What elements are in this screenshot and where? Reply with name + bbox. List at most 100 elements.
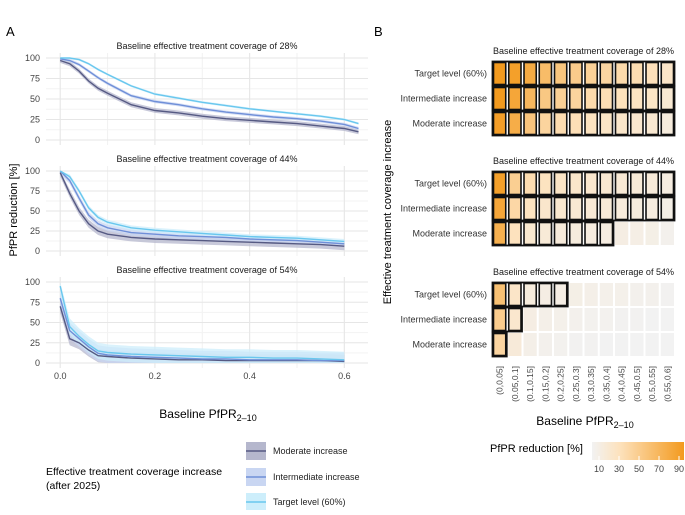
- heat-cell-outline: [492, 307, 507, 332]
- row-outline: [491, 170, 676, 197]
- y-tick-label: 0: [35, 358, 40, 368]
- heat-cell-outline: [568, 171, 583, 196]
- heat-cell-outline: [507, 196, 522, 221]
- column-label: (0.55,0.6]: [662, 366, 672, 402]
- heat-cell-outline: [614, 86, 629, 111]
- heat-cell: [645, 222, 659, 245]
- heat-cell-outline: [492, 171, 507, 196]
- heat-cell-outline: [568, 196, 583, 221]
- heat-cell-outline: [645, 86, 660, 111]
- row-label: Moderate increase: [412, 340, 487, 350]
- heat-cell-outline: [523, 111, 538, 136]
- heat-cell-outline: [538, 196, 553, 221]
- heat-cell: [584, 87, 598, 110]
- heat-cell-outline: [492, 196, 507, 221]
- heat-cell: [615, 308, 629, 331]
- heat-cell: [508, 197, 522, 220]
- column-label: (0.05,0.1]: [510, 366, 520, 402]
- series-line-intermediate: [60, 58, 359, 130]
- heat-cell: [630, 222, 644, 245]
- heat-cell-outline: [523, 86, 538, 111]
- heat-cell-outline: [629, 86, 644, 111]
- ci-band-intermediate: [60, 58, 359, 131]
- heat-cell: [523, 333, 537, 356]
- heat-cell: [493, 87, 507, 110]
- heat-cell: [554, 222, 568, 245]
- heat-cell-outline: [523, 61, 538, 86]
- y-tick-label: 100: [25, 53, 40, 63]
- heat-cell-outline: [492, 61, 507, 86]
- x-tick-label: 0.0: [54, 371, 67, 381]
- heat-cell: [599, 112, 613, 135]
- legend-label: Intermediate increase: [273, 472, 360, 482]
- heat-cell-outline: [599, 61, 614, 86]
- y-tick-label: 25: [30, 226, 40, 236]
- heat-cell-outline: [523, 221, 538, 246]
- heat-cell: [660, 333, 674, 356]
- heat-cell: [645, 283, 659, 306]
- heat-cell: [538, 112, 552, 135]
- row-label: Intermediate increase: [400, 204, 487, 214]
- facet-title: Baseline effective treatment coverage of…: [117, 41, 298, 51]
- row-outline: [491, 110, 676, 137]
- y-tick-label: 50: [30, 94, 40, 104]
- y-tick-label: 25: [30, 115, 40, 125]
- heat-cell-outline: [492, 221, 507, 246]
- ci-band-target: [60, 282, 345, 363]
- line-facet-2: Baseline effective treatment coverage of…: [25, 154, 368, 256]
- column-label: (0.4,0.45]: [617, 366, 627, 402]
- legend-title: Effective treatment coverage increase: [46, 466, 222, 478]
- series-line-moderate: [59, 172, 345, 247]
- heat-cell-outline: [660, 86, 675, 111]
- y-tick-label: 50: [30, 318, 40, 328]
- heat-cell-outline: [645, 111, 660, 136]
- y-tick-label: 75: [30, 297, 40, 307]
- heat-cell: [508, 172, 522, 195]
- column-label: (0.2,0.25]: [556, 366, 566, 402]
- column-label: (0.1,0.15]: [525, 366, 535, 402]
- heat-cell: [569, 308, 583, 331]
- heat-cell-outline: [553, 221, 568, 246]
- heat-cell: [523, 283, 537, 306]
- heat-cell: [569, 222, 583, 245]
- heat-cell: [554, 87, 568, 110]
- heat-cell: [630, 333, 644, 356]
- heat-cell: [584, 112, 598, 135]
- heat-cell: [599, 87, 613, 110]
- heat-cell-outline: [538, 61, 553, 86]
- heat-cell-outline: [553, 61, 568, 86]
- row-outline: [491, 195, 676, 222]
- heat-cell: [538, 333, 552, 356]
- colorbar-tick-label: 30: [614, 464, 624, 474]
- heat-cell-outline: [629, 61, 644, 86]
- heat-cell-outline: [584, 86, 599, 111]
- heat-cell-outline: [599, 196, 614, 221]
- heat-cell-outline: [599, 86, 614, 111]
- legend-label: Moderate increase: [273, 446, 348, 456]
- heat-cell: [554, 283, 568, 306]
- heat-cell-outline: [492, 332, 507, 357]
- panel-b: Baseline effective treatment coverage of…: [382, 46, 684, 474]
- y-tick-label: 75: [30, 186, 40, 196]
- colorbar-tick-label: 50: [634, 464, 644, 474]
- heat-cell: [508, 308, 522, 331]
- heat-cell-outline: [584, 111, 599, 136]
- heat-cell-outline: [584, 171, 599, 196]
- row-outline: [491, 306, 523, 333]
- heat-cell-outline: [553, 196, 568, 221]
- heat-cell-outline: [599, 111, 614, 136]
- facet-title: Baseline effective treatment coverage of…: [493, 156, 674, 166]
- heat-cell: [660, 197, 674, 220]
- heat-cell: [538, 283, 552, 306]
- heat-cell: [630, 197, 644, 220]
- heat-cell: [493, 283, 507, 306]
- heat-cell: [630, 172, 644, 195]
- row-label: Target level (60%): [414, 179, 487, 189]
- heat-cell: [523, 197, 537, 220]
- row-outline: [491, 85, 676, 112]
- heat-cell: [508, 112, 522, 135]
- heatmap-facet-1: Baseline effective treatment coverage of…: [400, 46, 676, 137]
- heat-cell: [508, 333, 522, 356]
- heat-cell-outline: [568, 111, 583, 136]
- colorbar: PfPR reduction [%] 10 30 50 70 90: [490, 442, 684, 474]
